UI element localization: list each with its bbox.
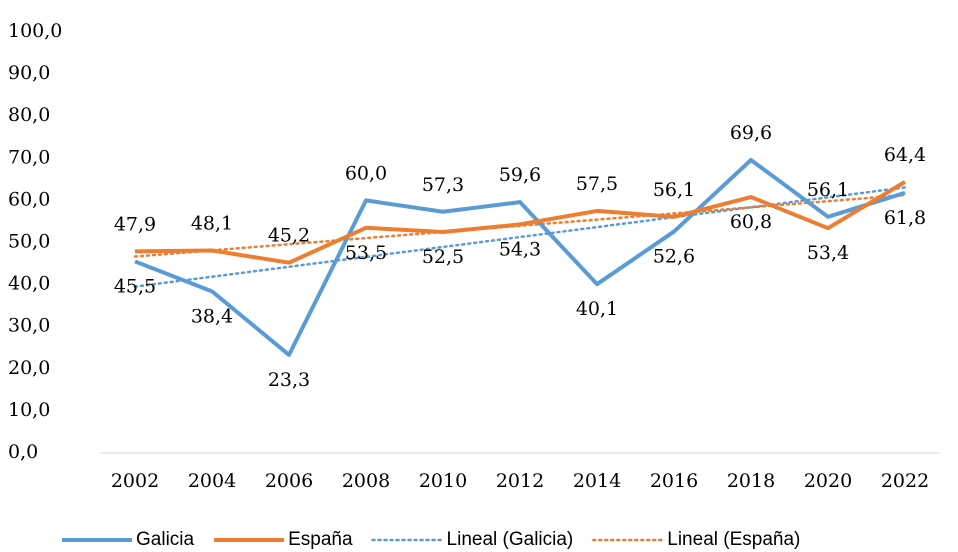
- x-tick-label: 2014: [573, 470, 621, 492]
- x-tick-label: 2022: [881, 470, 929, 492]
- x-tick-label: 2012: [496, 470, 544, 492]
- x-tick-label: 2008: [342, 470, 390, 492]
- data-label: 59,6: [499, 164, 541, 186]
- data-label: 52,6: [653, 246, 695, 268]
- data-label: 53,5: [345, 242, 387, 264]
- legend-label: Galicia: [136, 529, 195, 550]
- data-label: 64,4: [884, 144, 926, 166]
- data-label: 48,1: [191, 212, 233, 234]
- data-label: 53,4: [807, 242, 849, 264]
- y-tick-label: 20,0: [8, 357, 50, 379]
- y-tick-label: 30,0: [8, 315, 50, 337]
- data-label: 57,3: [422, 174, 464, 196]
- data-label: 40,1: [576, 298, 618, 320]
- trend-line: [133, 186, 907, 288]
- data-label: 56,1: [653, 179, 695, 201]
- y-tick-label: 60,0: [8, 188, 50, 210]
- data-label: 60,8: [730, 211, 772, 233]
- y-tick-label: 90,0: [8, 62, 50, 84]
- data-label: 47,9: [114, 213, 156, 235]
- data-label: 60,0: [345, 162, 387, 184]
- x-tick-label: 2016: [650, 470, 698, 492]
- y-tick-label: 70,0: [8, 146, 50, 168]
- legend-label: Lineal (España): [667, 529, 800, 550]
- y-tick-label: 0,0: [8, 441, 38, 463]
- y-tick-label: 40,0: [8, 273, 50, 295]
- legend-label: España: [288, 529, 353, 550]
- y-tick-label: 10,0: [8, 399, 50, 421]
- data-label: 56,1: [807, 179, 849, 201]
- data-label: 54,3: [499, 238, 541, 260]
- data-label: 61,8: [884, 207, 926, 229]
- data-label: 38,4: [191, 305, 233, 327]
- x-tick-label: 2002: [111, 470, 159, 492]
- x-tick-label: 2018: [727, 470, 775, 492]
- x-tick-label: 2020: [804, 470, 852, 492]
- x-tick-label: 2006: [265, 470, 313, 492]
- legend-label: Lineal (Galicia): [447, 529, 574, 550]
- y-tick-label: 50,0: [8, 231, 50, 253]
- data-label: 57,5: [576, 173, 618, 195]
- data-label: 45,5: [114, 275, 156, 297]
- y-tick-label: 100,0: [8, 20, 62, 42]
- x-tick-label: 2004: [188, 470, 236, 492]
- y-tick-label: 80,0: [8, 104, 50, 126]
- series-line: [134, 157, 906, 357]
- data-label: 23,3: [268, 369, 310, 391]
- data-label: 52,5: [422, 246, 464, 268]
- series-line: [134, 180, 907, 265]
- data-label: 45,2: [268, 225, 310, 247]
- data-label: 69,6: [730, 122, 772, 144]
- x-tick-label: 2010: [419, 470, 467, 492]
